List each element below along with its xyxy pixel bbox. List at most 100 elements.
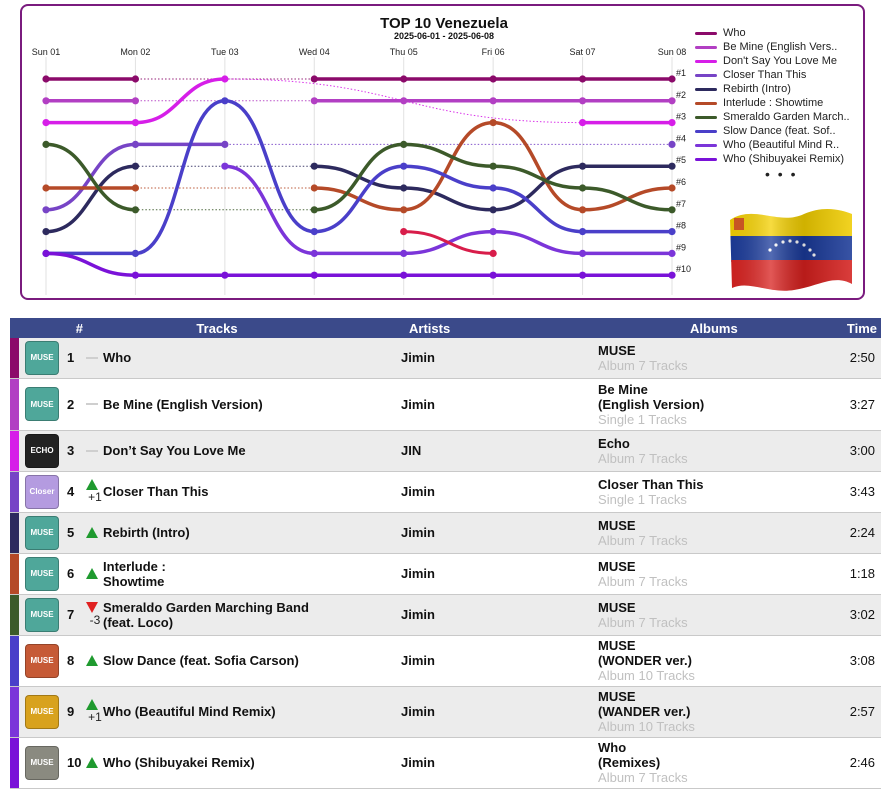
track-title[interactable]: Closer Than This [101,471,352,513]
series-point[interactable] [310,97,318,105]
album-cover-thumbnail[interactable]: MUSE [25,597,59,632]
legend-item[interactable]: Closer Than This [695,68,850,82]
album-cover-thumbnail[interactable]: Closer [25,474,59,509]
legend-item[interactable]: Smeraldo Garden March.. [695,110,850,124]
album-title[interactable]: Be Mine (English Version) [598,381,705,412]
series-point[interactable] [221,140,229,148]
track-title[interactable]: Slow Dance (feat. Sofia Carson) [101,635,352,687]
series-point[interactable] [400,184,408,192]
series-point[interactable] [668,119,676,127]
artist-name[interactable]: Jimin [351,635,597,687]
album-title[interactable]: MUSE [598,342,636,358]
artist-name[interactable]: Jimin [351,338,597,379]
track-title[interactable]: Rebirth (Intro) [101,512,352,554]
series-point[interactable] [400,162,408,170]
series-point[interactable] [42,228,50,236]
track-title[interactable]: Don’t Say You Love Me [101,430,352,472]
series-point[interactable] [578,206,587,214]
series-point[interactable] [131,75,140,83]
artist-name[interactable]: Jimin [351,512,597,554]
series-point[interactable] [578,249,587,257]
series-point[interactable] [310,271,318,279]
series-point[interactable] [131,249,140,257]
table-row[interactable]: MUSE 10 Who (Shibuyakei Remix) Jimin Who (Re… [10,737,882,789]
album-title[interactable]: MUSE [598,517,636,533]
series-line[interactable] [402,230,495,255]
series-line[interactable] [44,142,138,212]
album-title[interactable]: MUSE [598,558,636,574]
series-line[interactable] [44,164,138,234]
series-point[interactable] [668,271,676,279]
legend-item[interactable]: Who (Beautiful Mind R.. [695,138,850,152]
series-point[interactable] [310,184,318,192]
series-point[interactable] [668,75,676,83]
table-row[interactable]: MUSE 7 -3 Smeraldo Garden Marching Band (fe… [10,594,882,636]
series-point[interactable] [310,162,318,170]
series-point[interactable] [489,184,497,192]
legend-item[interactable]: Be Mine (English Vers.. [695,40,850,54]
table-row[interactable]: MUSE 8 Slow Dance (feat. Sofia Carson) Jimi… [10,635,882,687]
series-point[interactable] [131,206,140,214]
series-point[interactable] [578,271,587,279]
series-point[interactable] [42,206,50,214]
series-point[interactable] [221,75,229,83]
series-point[interactable] [42,97,50,105]
album-cover-thumbnail[interactable]: MUSE [25,694,59,729]
artist-name[interactable]: Jimin [351,471,597,513]
series-point[interactable] [489,228,497,236]
series-point[interactable] [489,119,497,127]
series-point[interactable] [131,119,140,127]
series-point[interactable] [42,140,50,148]
series-point[interactable] [489,162,497,170]
series-point[interactable] [489,75,497,83]
series-point[interactable] [489,97,497,105]
series-point[interactable] [221,162,229,170]
album-cover-thumbnail[interactable]: ECHO [25,433,59,468]
legend-item[interactable]: Rebirth (Intro) [695,82,850,96]
series-point[interactable] [131,97,140,105]
table-row[interactable]: MUSE 5 Rebirth (Intro) Jimin MUSE Album 7 Tra… [10,512,882,554]
legend-more[interactable]: • • • [765,166,798,182]
album-title[interactable]: Echo [598,435,630,451]
table-row[interactable]: ECHO 3 Don’t Say You Love Me JIN Echo Album 7… [10,430,882,472]
series-point[interactable] [668,184,676,192]
album-cover-thumbnail[interactable]: MUSE [25,515,59,550]
series-point[interactable] [310,249,318,257]
album-cover-thumbnail[interactable]: MUSE [25,643,59,678]
table-row[interactable]: MUSE 2 Be Mine (English Version) Jimin Be Mi… [10,378,882,431]
series-point[interactable] [310,228,318,236]
table-row[interactable]: MUSE 9 +1 Who (Beautiful Mind Remix) Jimin MU… [10,686,882,738]
series-point[interactable] [42,75,50,83]
series-point[interactable] [489,206,497,214]
series-point[interactable] [400,75,408,83]
series-point[interactable] [400,228,408,236]
series-point[interactable] [668,162,676,170]
track-title[interactable]: Be Mine (English Version) [101,378,352,431]
track-title[interactable]: Interlude : Showtime [101,553,352,595]
album-cover-thumbnail[interactable]: MUSE [25,340,59,375]
artist-name[interactable]: Jimin [351,594,597,636]
series-point[interactable] [42,184,50,192]
series-line[interactable] [44,99,674,256]
series-point[interactable] [131,184,140,192]
artist-name[interactable]: Jimin [351,737,597,789]
series-line[interactable] [44,251,674,277]
table-row[interactable]: Closer 4 +1 Closer Than This Jimin Closer Tha… [10,471,882,513]
album-title[interactable]: MUSE (WONDER ver.) [598,638,692,668]
series-point[interactable] [668,140,676,148]
album-title[interactable]: MUSE [598,599,636,615]
series-point[interactable] [221,271,229,279]
album-title[interactable]: Who (Remixes) [598,740,661,770]
series-point[interactable] [400,271,408,279]
album-cover-thumbnail[interactable]: MUSE [25,387,59,421]
legend-item[interactable]: Interlude : Showtime [695,96,850,110]
series-point[interactable] [131,140,140,148]
legend-item[interactable]: Don't Say You Love Me [695,54,850,68]
track-title[interactable]: Smeraldo Garden Marching Band (feat. Loc… [101,594,352,636]
series-point[interactable] [131,162,140,170]
series-point[interactable] [400,140,408,148]
artist-name[interactable]: Jimin [351,553,597,595]
series-point[interactable] [578,97,587,105]
series-line[interactable] [223,164,674,256]
legend-item[interactable]: Who (Shibuyakei Remix) [695,152,850,166]
